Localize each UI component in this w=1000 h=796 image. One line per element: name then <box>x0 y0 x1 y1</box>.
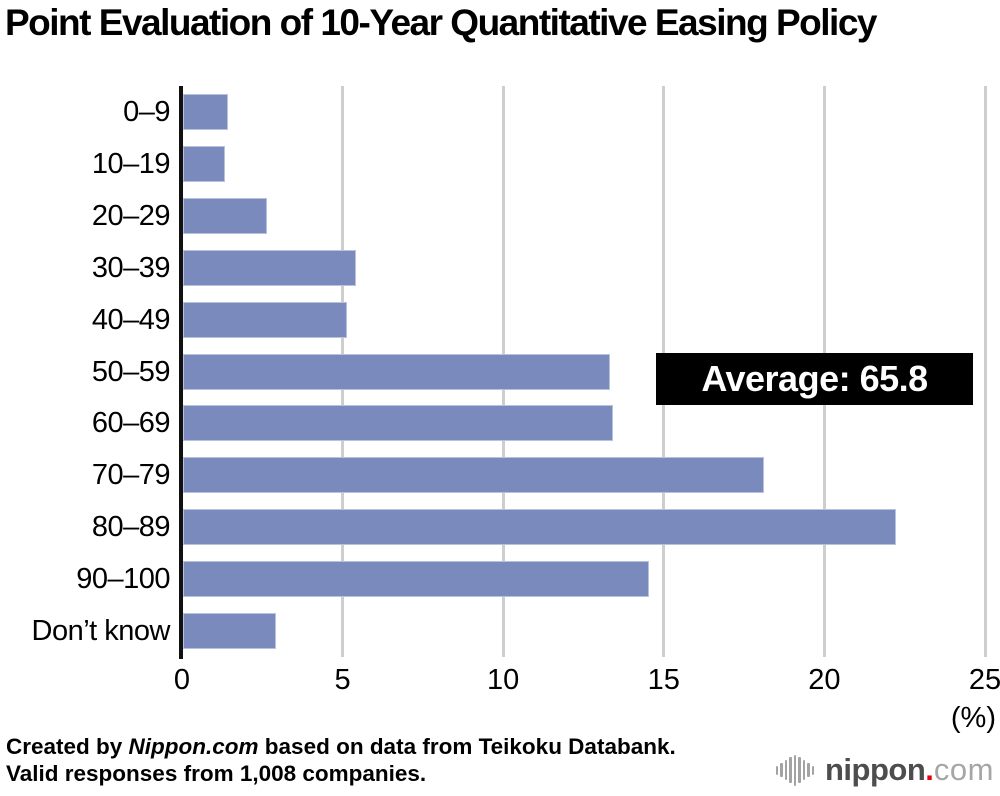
bar <box>183 613 276 650</box>
bar <box>183 457 764 494</box>
bar <box>183 93 228 130</box>
category-label: 0–9 <box>123 95 170 128</box>
bar <box>183 561 649 598</box>
x-tick-label: 5 <box>334 664 351 696</box>
bar <box>183 301 347 338</box>
logo-tld: com <box>933 752 994 787</box>
average-annotation: Average: 65.8 <box>656 353 973 405</box>
source-note-line2: Valid responses from 1,008 companies. <box>6 761 427 786</box>
source-note-prefix: Created by <box>6 734 129 759</box>
x-tick-label: 15 <box>647 664 680 696</box>
category-label: 60–69 <box>91 407 171 440</box>
bar <box>183 353 610 390</box>
bar <box>183 197 267 234</box>
x-tick-label: 10 <box>487 664 520 696</box>
category-label: Don’t know <box>31 615 171 648</box>
source-note: Created by Nippon.com based on data from… <box>6 733 676 787</box>
source-note-suffix: based on data from Teikoku Databank. <box>258 734 676 759</box>
category-label: 90–100 <box>76 563 170 596</box>
nippon-logo: nippon . com <box>775 752 995 788</box>
x-tick-label: 0 <box>173 664 191 696</box>
bar <box>183 405 613 442</box>
logo-name: nippon <box>825 752 926 787</box>
source-note-site: Nippon.com <box>128 734 259 759</box>
x-tick-label: 20 <box>808 664 841 696</box>
y-axis-line <box>179 86 183 659</box>
category-label: 10–19 <box>91 147 171 180</box>
category-label: 50–59 <box>91 355 171 388</box>
bar <box>183 145 225 182</box>
x-axis-unit-label: (%) <box>950 702 996 734</box>
gridline <box>983 86 987 657</box>
soundwave-icon <box>775 754 817 786</box>
bar <box>183 509 896 546</box>
chart-title: Point Evaluation of 10-Year Quantitative… <box>5 2 877 43</box>
x-tick-label: 25 <box>968 664 1000 696</box>
logo-dot: . <box>925 752 934 787</box>
bar <box>183 249 356 286</box>
category-label: 40–49 <box>91 303 171 336</box>
category-label: 20–29 <box>91 199 171 232</box>
category-label: 80–89 <box>91 511 171 544</box>
source-note-line1: Created by Nippon.com based on data from… <box>6 733 676 760</box>
category-label: 70–79 <box>91 459 171 492</box>
category-label: 30–39 <box>91 251 171 284</box>
